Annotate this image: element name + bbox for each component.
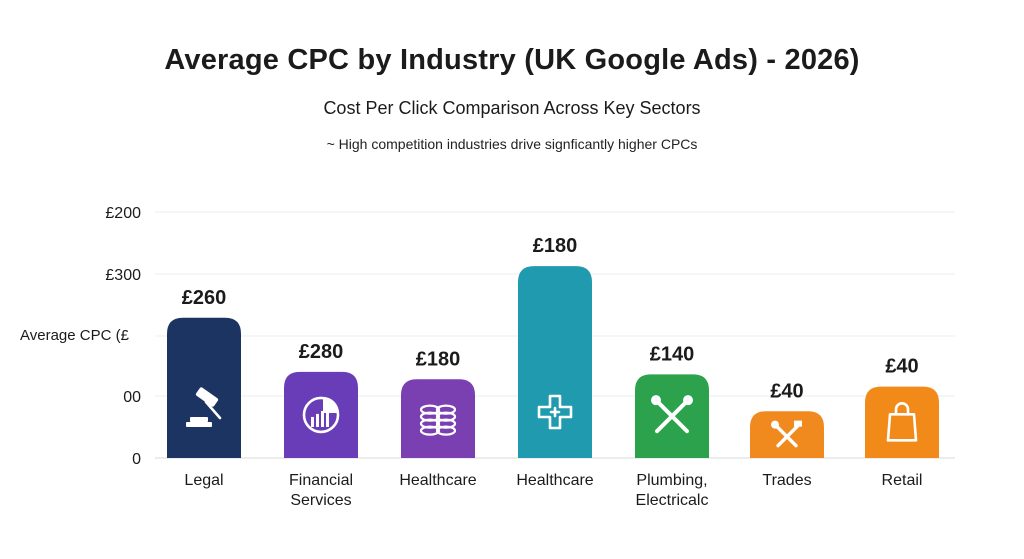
data-label: £180	[416, 348, 461, 370]
data-label: £280	[299, 341, 344, 363]
medical-cross-icon	[537, 394, 573, 430]
pie-chart-icon	[302, 396, 340, 434]
y-tick-label: 0	[132, 451, 141, 468]
bar	[865, 386, 939, 458]
x-tick-label: Services	[290, 492, 351, 509]
x-tick-label: Legal	[184, 472, 223, 489]
gavel-icon	[186, 387, 222, 427]
y-tick-label: 00	[123, 389, 141, 406]
data-label: £140	[650, 343, 695, 365]
x-tick-label: Retail	[882, 472, 923, 489]
bar	[167, 317, 241, 458]
chart-title: Average CPC by Industry (UK Google Ads) …	[164, 44, 860, 76]
x-tick-label: Trades	[762, 472, 811, 489]
x-tick-label: Healthcare	[516, 472, 593, 489]
x-tick-label: Financial	[289, 472, 353, 489]
bar	[518, 266, 592, 458]
y-axis-label: Average CPC (£	[20, 327, 130, 344]
y-tick-label: £200	[105, 205, 141, 222]
wrench-screwdriver-icon	[651, 395, 693, 434]
data-label: £40	[770, 380, 803, 402]
data-label: £40	[885, 356, 918, 378]
x-tick-label: Electricalc	[636, 492, 709, 509]
data-label: £180	[533, 235, 578, 257]
chart-subtitle: Cost Per Click Comparison Across Key Sec…	[323, 98, 701, 118]
shopping-bag-icon	[886, 402, 918, 442]
coins-icon	[419, 404, 457, 436]
data-label: £260	[182, 287, 227, 309]
tools-icon	[771, 420, 802, 448]
y-tick-label: £300	[105, 267, 141, 284]
chart-annotation: ~ High competition industries drive sign…	[326, 136, 698, 152]
x-tick-label: Plumbing,	[636, 472, 707, 489]
x-tick-label: Healthcare	[399, 472, 476, 489]
